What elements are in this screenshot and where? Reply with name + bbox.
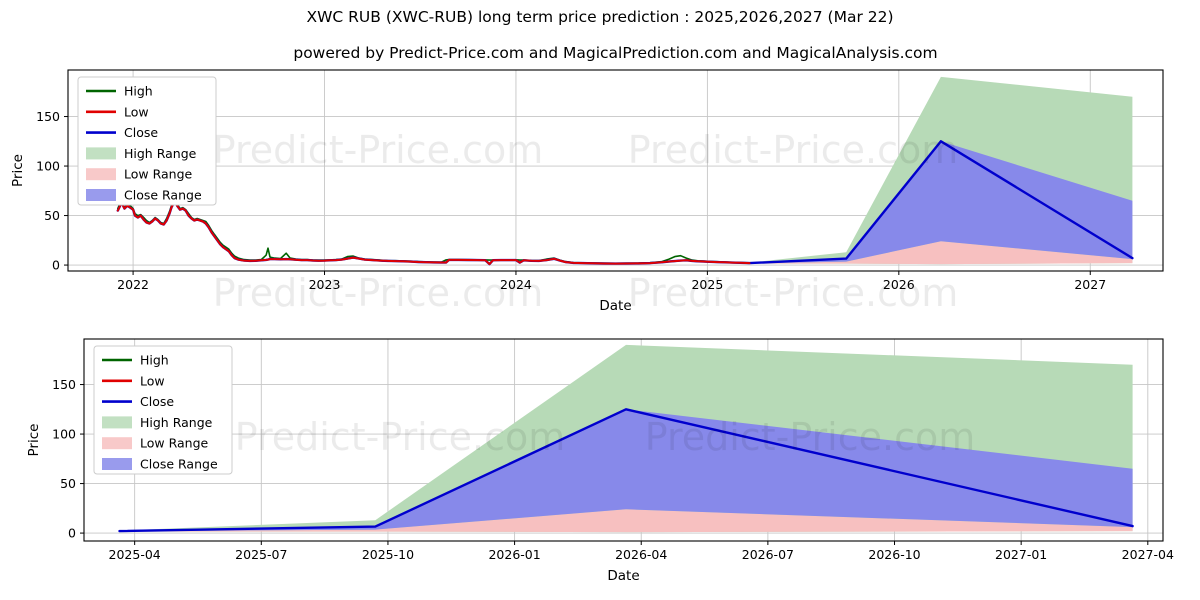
svg-text:2025: 2025 xyxy=(691,277,723,292)
low-range-legend-swatch xyxy=(86,168,116,181)
figure-title: XWC RUB (XWC-RUB) long term price predic… xyxy=(306,8,894,26)
watermark-text: Predict-Price.com xyxy=(213,271,544,315)
legend-label: Low Range xyxy=(140,436,209,451)
svg-text:2027: 2027 xyxy=(1074,277,1106,292)
close-range-band xyxy=(749,141,1133,264)
svg-text:50: 50 xyxy=(60,476,76,491)
legend-label: Close Range xyxy=(124,188,202,203)
tick-labels: 2025-04 2025-07 2025-10 2026-01 2026-04 2026-… xyxy=(52,377,1174,562)
legend-label: Close xyxy=(124,125,158,140)
legend-label: Low Range xyxy=(124,167,193,182)
x-axis-label: Date xyxy=(607,568,639,584)
tick-labels: 2022 2023 2024 2025 2026 2027 0 50 100 150 xyxy=(36,109,1106,292)
watermark-text: Predict-Price.com xyxy=(628,271,959,315)
svg-text:150: 150 xyxy=(36,109,60,124)
watermark-text: Predict-Price.com xyxy=(235,415,566,459)
powered-by-subtitle: powered by Predict-Price.com and Magical… xyxy=(293,44,938,62)
svg-text:2026-10: 2026-10 xyxy=(868,547,920,562)
svg-text:2027-01: 2027-01 xyxy=(995,547,1047,562)
ticks xyxy=(80,384,1149,545)
ticks xyxy=(64,116,1091,275)
svg-text:2024: 2024 xyxy=(500,277,532,292)
svg-text:2027-04: 2027-04 xyxy=(1122,547,1174,562)
legend-label: Low xyxy=(124,104,149,119)
svg-text:2025-04: 2025-04 xyxy=(109,547,161,562)
svg-text:2026-04: 2026-04 xyxy=(615,547,667,562)
svg-text:50: 50 xyxy=(44,208,60,223)
prediction-zoom-chart: 2025-04 2025-07 2025-10 2026-01 2026-04 2026-… xyxy=(26,338,1174,584)
svg-text:2026-07: 2026-07 xyxy=(742,547,794,562)
legend-label: High xyxy=(140,353,169,368)
legend-label: Close Range xyxy=(140,457,218,472)
watermarks: Predict-Price.com Predict-Price.com Predic… xyxy=(213,128,976,459)
y-axis-label: Price xyxy=(10,154,26,187)
svg-text:100: 100 xyxy=(36,159,60,174)
svg-text:150: 150 xyxy=(52,377,76,392)
svg-text:2022: 2022 xyxy=(117,277,149,292)
legend-label: High Range xyxy=(124,146,197,161)
x-axis-label: Date xyxy=(599,298,631,314)
svg-text:0: 0 xyxy=(68,526,76,541)
legend-label: Close xyxy=(140,394,174,409)
watermark-text: Predict-Price.com xyxy=(645,415,976,459)
high-range-legend-swatch xyxy=(102,416,132,429)
low-line xyxy=(116,199,751,266)
close-range-legend-swatch xyxy=(86,189,116,201)
svg-text:2026: 2026 xyxy=(883,277,915,292)
watermark-text: Predict-Price.com xyxy=(213,128,544,172)
close-line xyxy=(118,408,1134,533)
svg-text:2025-10: 2025-10 xyxy=(362,547,414,562)
legend: High Low Close High Range Low Range Close Ran… xyxy=(93,345,233,475)
plot-frame xyxy=(67,69,1164,272)
legend-label: High xyxy=(124,84,153,99)
low-range-legend-swatch xyxy=(102,437,132,450)
close-range-legend-swatch xyxy=(102,458,132,470)
legend-label: High Range xyxy=(140,415,213,430)
svg-text:2026-01: 2026-01 xyxy=(488,547,540,562)
y-axis-label: Price xyxy=(26,424,42,457)
svg-text:100: 100 xyxy=(52,427,76,442)
watermark-text: Predict-Price.com xyxy=(628,128,959,172)
high-range-legend-swatch xyxy=(86,147,116,160)
svg-text:0: 0 xyxy=(52,258,60,273)
close-range-band xyxy=(119,409,1133,532)
svg-text:2025-07: 2025-07 xyxy=(235,547,287,562)
legend: High Low Close High Range Low Range Close Ran… xyxy=(77,76,217,206)
legend-label: Low xyxy=(140,373,165,388)
low-range-band xyxy=(749,241,1133,265)
plot-frame xyxy=(83,338,1164,542)
svg-text:2023: 2023 xyxy=(309,277,341,292)
low-range-band xyxy=(119,509,1133,533)
